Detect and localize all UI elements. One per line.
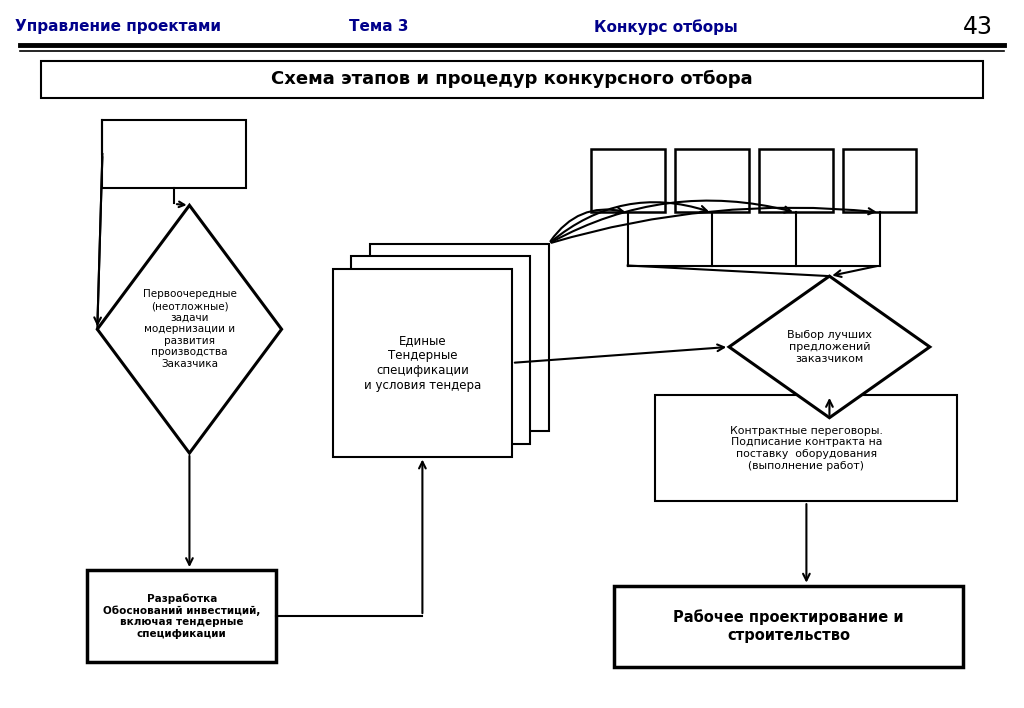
Text: Выбор лучших
предложений
заказчиком: Выбор лучших предложений заказчиком <box>786 331 872 363</box>
Bar <box>333 269 512 457</box>
Bar <box>351 256 530 444</box>
Bar <box>675 149 749 212</box>
Text: Рабочее проектирование и
строительство: Рабочее проектирование и строительство <box>673 610 904 643</box>
Text: Тема 3: Тема 3 <box>349 19 409 35</box>
Bar <box>614 586 963 667</box>
Bar <box>655 395 957 501</box>
Polygon shape <box>729 276 930 418</box>
Text: Разработка
Обоснований инвестиций,
включая тендерные
спецификации: Разработка Обоснований инвестиций, включ… <box>103 593 260 639</box>
Text: Управление проектами: Управление проектами <box>14 19 221 35</box>
Text: Схема этапов и процедур конкурсного отбора: Схема этапов и процедур конкурсного отбо… <box>271 70 753 88</box>
Polygon shape <box>97 205 282 453</box>
Text: Первоочередные
(неотложные)
задачи
модернизации и
развития
производства
Заказчик: Первоочередные (неотложные) задачи модер… <box>142 290 237 369</box>
Bar <box>591 149 665 212</box>
Bar <box>102 120 246 188</box>
Text: 43: 43 <box>963 15 993 39</box>
Text: Контрактные переговоры.
Подписание контракта на
поставку  оборудования
(выполнен: Контрактные переговоры. Подписание контр… <box>730 426 883 471</box>
Bar <box>843 149 916 212</box>
Text: Конкурс отборы: Конкурс отборы <box>594 19 737 35</box>
Bar <box>370 244 549 431</box>
Bar <box>759 149 833 212</box>
Bar <box>41 61 983 98</box>
Bar <box>87 570 276 662</box>
Text: Единые
Тендерные
спецификации
и условия тендера: Единые Тендерные спецификации и условия … <box>364 334 481 392</box>
